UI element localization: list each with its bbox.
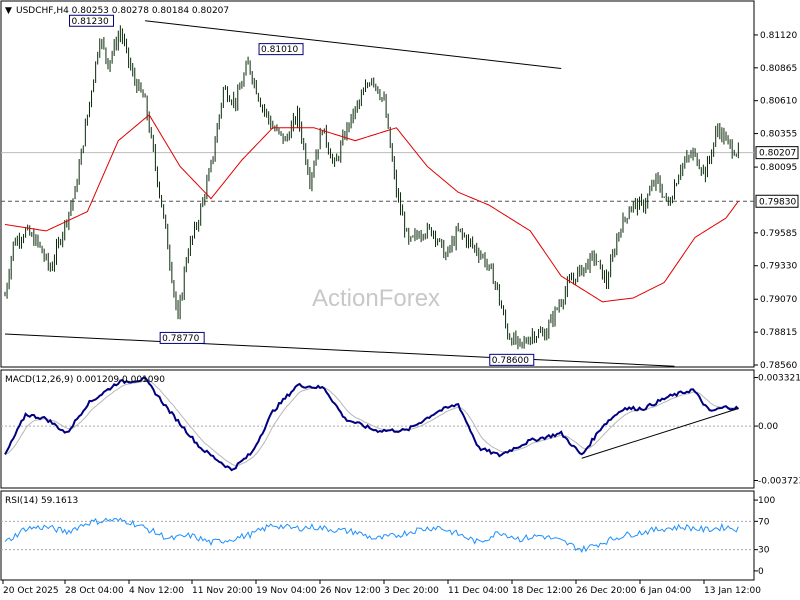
y-tick-label: 0.79585 xyxy=(760,229,797,239)
price-trend-line xyxy=(4,333,675,367)
rsi-line xyxy=(4,517,739,554)
x-tick-label: 28 Oct 04:00 xyxy=(65,586,124,596)
price-panel-frame xyxy=(0,0,755,368)
macd-panel-frame xyxy=(0,369,755,489)
x-tick-label: 26 Dec 20:00 xyxy=(576,586,637,596)
price-tag-box xyxy=(755,194,799,208)
moving-average-line xyxy=(4,114,739,303)
x-axis: 20 Oct 2025 28 Oct 04:00 4 Nov 12:00 11 Nov… xyxy=(2,580,761,596)
y-tick-label: 0.003321 xyxy=(758,374,800,384)
x-tick-label: 20 Oct 2025 xyxy=(3,586,59,596)
x-tick-label: 11 Nov 20:00 xyxy=(192,586,253,596)
swing-label: 0.81010 xyxy=(261,45,298,55)
macd-line xyxy=(4,376,740,472)
price-trend-lines xyxy=(4,20,675,367)
swing-label: 0.81230 xyxy=(72,17,109,27)
price-tags: 0.80207 0.79830 xyxy=(755,146,799,208)
price-title-arrow: ▼ xyxy=(5,6,12,16)
y-tick-label: 0.81120 xyxy=(760,31,797,41)
y-tick-label: 0.79070 xyxy=(760,295,797,305)
y-tick-label: 0.80610 xyxy=(760,97,797,107)
swing-label: 0.78600 xyxy=(492,356,529,366)
price-tag: 0.80207 xyxy=(759,149,796,159)
y-tick-label: 70 xyxy=(758,517,770,527)
rsi-panel: 100 70 30 0 RSI(14) 59.1613 xyxy=(0,490,775,581)
watermark: ActionForex xyxy=(312,285,440,312)
x-tick-label: 11 Dec 04:00 xyxy=(448,586,509,596)
price-bars xyxy=(4,25,739,350)
price-tag-box xyxy=(755,146,799,160)
swing-label: 0.78770 xyxy=(162,334,199,344)
rsi-levels xyxy=(1,520,754,551)
price-trend-line xyxy=(145,20,562,69)
y-tick-label: 30 xyxy=(758,546,770,556)
x-tick-label: 6 Jan 04:00 xyxy=(640,586,692,596)
y-tick-label: 0 xyxy=(758,567,764,577)
swing-labels: 0.81230 0.81010 0.78770 0.78600 xyxy=(69,14,535,366)
x-tick-label: 4 Nov 12:00 xyxy=(129,586,184,596)
y-tick-label: 0.80355 xyxy=(760,130,797,140)
x-tick-label: 3 Dec 20:00 xyxy=(384,586,439,596)
price-y-axis: 0.81120 0.80865 0.80610 0.80355 0.80095 0.795… xyxy=(754,31,797,371)
x-tick-label: 26 Nov 12:00 xyxy=(320,586,381,596)
macd-trend-line xyxy=(581,408,739,459)
y-tick-label: 0.00 xyxy=(758,422,778,432)
price-title: USDCHF,H4 0.80253 0.80278 0.80184 0.8020… xyxy=(16,6,229,16)
rsi-panel-frame xyxy=(0,490,755,581)
y-tick-label: 0.79330 xyxy=(760,262,797,272)
macd-panel: 0.003321 0.00 -0.003723 MACD(12,26,9) 0.00… xyxy=(0,369,800,489)
macd-y-axis: 0.003321 0.00 -0.003723 xyxy=(754,374,800,486)
macd-signal-line xyxy=(4,379,739,467)
price-title-group: ▼ USDCHF,H4 0.80253 0.80278 0.80184 0.80… xyxy=(5,6,229,16)
y-tick-label: 0.78815 xyxy=(760,328,797,338)
x-tick-label: 13 Jan 12:00 xyxy=(704,586,761,596)
price-panel: ActionForex 0.81120 0.80865 0.80610 0.80355… xyxy=(0,0,799,371)
y-tick-label: 0.80865 xyxy=(760,64,797,74)
rsi-title: RSI(14) 59.1613 xyxy=(5,496,78,506)
x-tick-label: 18 Dec 12:00 xyxy=(512,586,573,596)
rsi-y-axis: 100 70 30 0 xyxy=(754,496,775,577)
swing-label-box xyxy=(489,353,535,366)
y-tick-label: -0.003723 xyxy=(758,476,800,486)
y-tick-label: 0.80095 xyxy=(760,163,797,173)
price-tag: 0.79830 xyxy=(759,197,796,207)
y-tick-label: 0.78560 xyxy=(760,361,797,371)
swing-label-box xyxy=(258,43,304,56)
y-tick-label: 100 xyxy=(758,496,775,506)
swing-label-box xyxy=(159,331,205,344)
swing-label-box xyxy=(69,14,115,27)
x-tick-label: 19 Nov 04:00 xyxy=(256,586,317,596)
macd-title: MACD(12,26,9) 0.001209 0.001090 xyxy=(5,375,165,385)
